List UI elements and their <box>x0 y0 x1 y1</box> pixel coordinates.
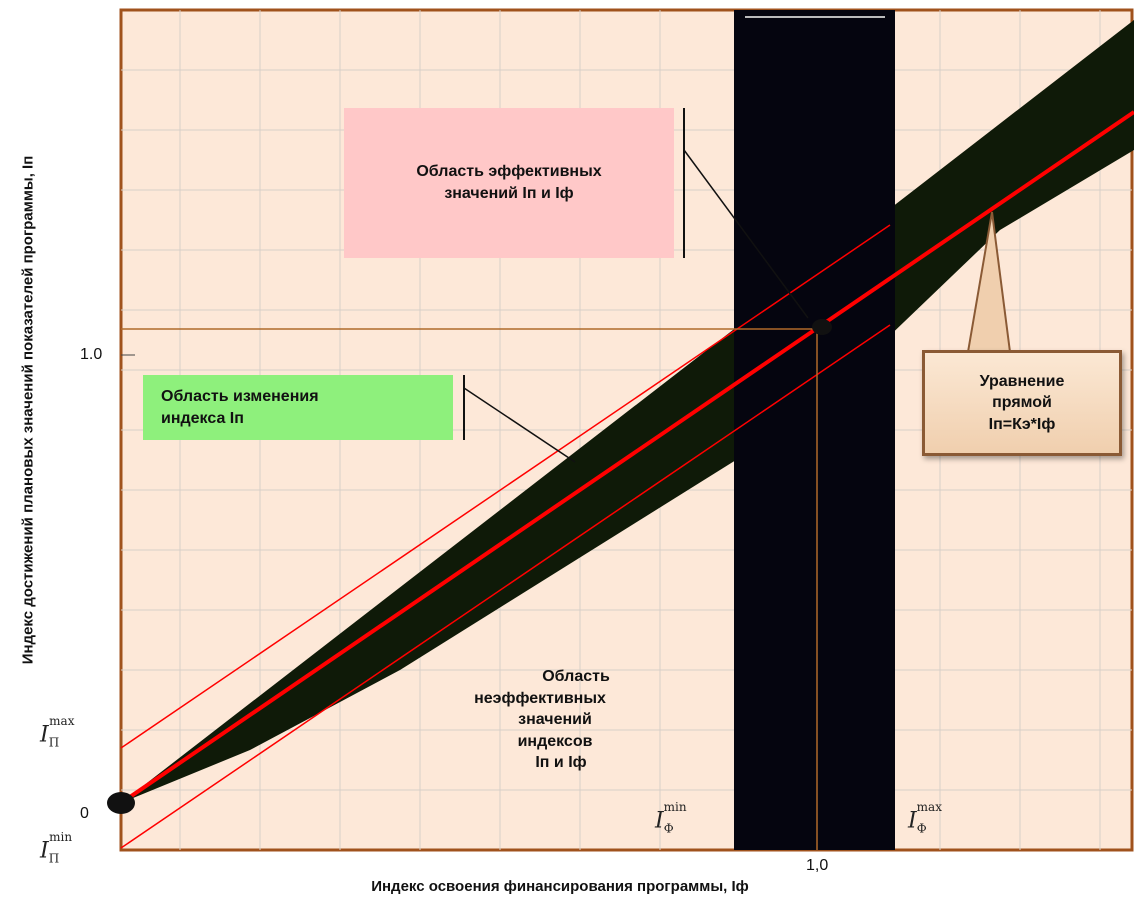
upper-bound-line <box>120 224 891 749</box>
effective-line-2: значений Iп и Iф <box>444 185 574 202</box>
ip-max-label: IПmax <box>40 714 75 750</box>
y-axis-label: Индекс достижений плановых значений пока… <box>19 155 37 665</box>
index-range-box: Область изменения индекса Iп <box>143 375 453 440</box>
y-tick-zero: 0 <box>80 805 89 822</box>
equation-line-2: прямой <box>992 394 1052 412</box>
ineffective-region-label: Область неэффективных значений индексов … <box>430 666 640 774</box>
x-tick-one: 1,0 <box>806 857 829 874</box>
financing-band <box>734 10 895 850</box>
ineff-line-3: значений <box>518 711 592 729</box>
equation-box: Уравнение прямой Iп=Кэ*Iф <box>922 350 1122 456</box>
equation-line <box>119 110 1134 805</box>
origin-point <box>107 792 135 814</box>
ineff-line-4: индексов <box>517 732 593 750</box>
x-axis-label: Индекс освоения финансирования программы… <box>371 878 749 895</box>
ineff-line-5: Iп и Iф <box>535 754 587 772</box>
range-line-2: индекса Iп <box>161 409 244 427</box>
equation-line-3: Iп=Кэ*Iф <box>988 415 1056 433</box>
equation-line-1: Уравнение <box>979 372 1065 390</box>
ineff-line-2: неэффективных <box>474 689 606 707</box>
effective-line-1: Область эффективных <box>416 163 602 181</box>
ip-min-label: IПmin <box>40 830 73 866</box>
ineff-line-1: Область <box>542 668 610 685</box>
if-max-label: IФmax <box>908 800 942 836</box>
effective-leader <box>683 149 809 319</box>
effective-region-box: Область эффективных значений Iп и Iф <box>344 108 674 258</box>
y-tick-one: 1.0 <box>80 346 103 363</box>
range-line-1: Область изменения <box>161 387 319 405</box>
unit-point <box>812 319 832 335</box>
lower-bound-line <box>120 324 891 849</box>
range-leader <box>463 387 576 463</box>
if-min-label: IФmin <box>655 800 687 836</box>
